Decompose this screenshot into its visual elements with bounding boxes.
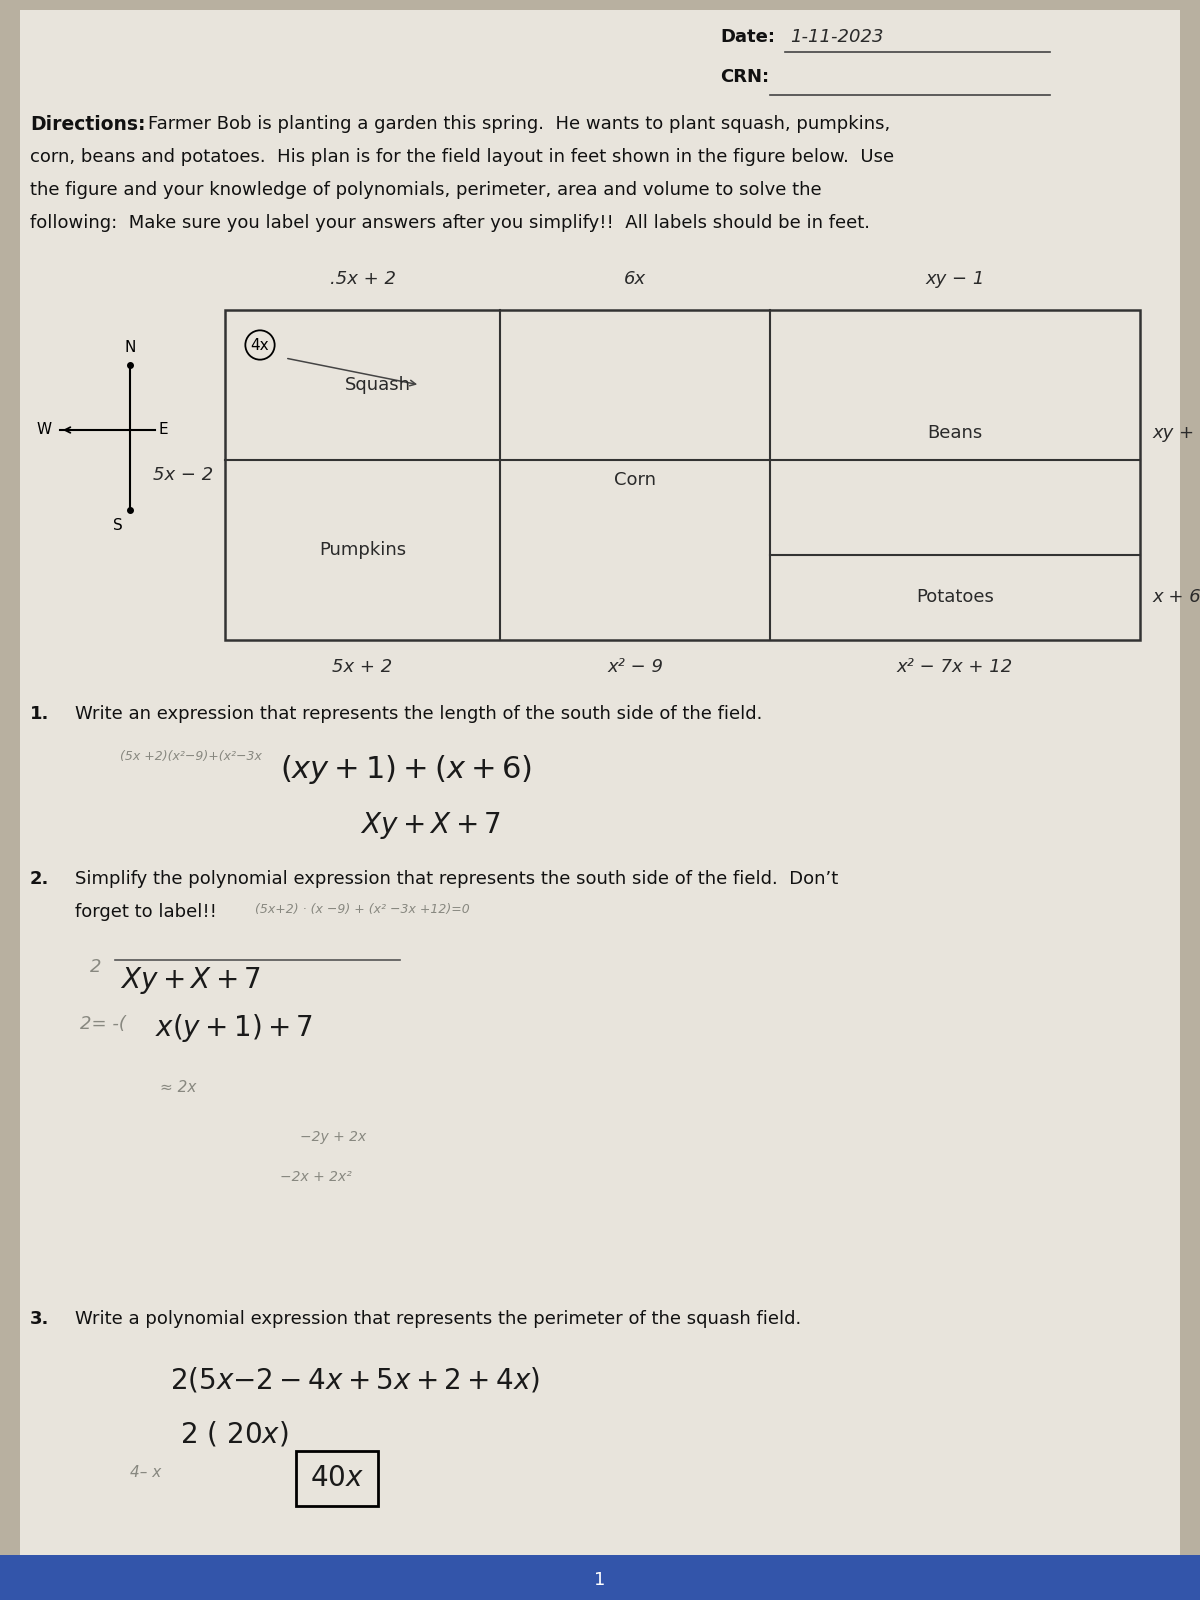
Text: (5x +2)(x²−9)+(x²−3x: (5x +2)(x²−9)+(x²−3x (120, 750, 262, 763)
Text: 2.: 2. (30, 870, 49, 888)
Text: Squash: Squash (344, 376, 410, 394)
Text: the figure and your knowledge of polynomials, perimeter, area and volume to solv: the figure and your knowledge of polynom… (30, 181, 822, 198)
Text: (5x+2) · (x −9) + (x² −3x +12)=0: (5x+2) · (x −9) + (x² −3x +12)=0 (256, 902, 469, 915)
Text: 1.: 1. (30, 706, 49, 723)
Text: N: N (125, 341, 136, 355)
Text: Directions:: Directions: (30, 115, 145, 134)
Text: Pumpkins: Pumpkins (319, 541, 406, 558)
Text: Farmer Bob is planting a garden this spring.  He wants to plant squash, pumpkins: Farmer Bob is planting a garden this spr… (148, 115, 890, 133)
Text: $x (y +1) +7$: $x (y +1) +7$ (155, 1013, 313, 1043)
Text: Potatoes: Potatoes (916, 589, 994, 606)
Text: CRN:: CRN: (720, 67, 769, 86)
Text: 3.: 3. (30, 1310, 49, 1328)
Text: 4x: 4x (251, 338, 269, 352)
Text: −2x + 2x²: −2x + 2x² (280, 1170, 352, 1184)
Text: $40x$: $40x$ (310, 1466, 364, 1491)
Text: W: W (37, 422, 52, 437)
Text: xy + 1: xy + 1 (1152, 424, 1200, 442)
Text: forget to label!!: forget to label!! (74, 902, 217, 922)
Text: following:  Make sure you label your answers after you simplify!!  All labels sh: following: Make sure you label your answ… (30, 214, 870, 232)
Text: Beans: Beans (928, 424, 983, 442)
Text: corn, beans and potatoes.  His plan is for the field layout in feet shown in the: corn, beans and potatoes. His plan is fo… (30, 149, 894, 166)
Text: 2= -(: 2= -( (80, 1014, 126, 1034)
Text: Date:: Date: (720, 27, 775, 46)
Text: Write an expression that represents the length of the south side of the field.: Write an expression that represents the … (74, 706, 762, 723)
Text: $Xy +X +7$: $Xy +X +7$ (360, 810, 502, 842)
Text: $(xy +1) +(x +6)$: $(xy +1) +(x +6)$ (280, 754, 533, 786)
Text: xy − 1: xy − 1 (925, 270, 985, 288)
Bar (226, 310, 1140, 640)
Text: E: E (158, 422, 168, 437)
Text: Simplify the polynomial expression that represents the south side of the field. : Simplify the polynomial expression that … (74, 870, 839, 888)
Text: $2\ (\ 20x)$: $2\ (\ 20x)$ (180, 1421, 289, 1450)
Text: 4– x: 4– x (130, 1466, 161, 1480)
Bar (0, 1555, 1200, 1600)
Text: S: S (113, 518, 122, 533)
Text: ≈ 2x: ≈ 2x (160, 1080, 197, 1094)
Text: 2: 2 (90, 958, 102, 976)
Text: 1: 1 (594, 1571, 606, 1589)
Text: x + 6: x + 6 (1152, 589, 1200, 606)
Text: $2\left(5x{-}2 - 4x + 5x +2 + 4x\right)$: $2\left(5x{-}2 - 4x + 5x +2 + 4x\right)$ (170, 1365, 540, 1394)
Text: 6x: 6x (624, 270, 646, 288)
Text: .5x + 2: .5x + 2 (330, 270, 396, 288)
Text: Corn: Corn (614, 470, 656, 490)
Text: 5x + 2: 5x + 2 (332, 658, 392, 675)
Text: Write a polynomial expression that represents the perimeter of the squash field.: Write a polynomial expression that repre… (74, 1310, 802, 1328)
Text: x² − 9: x² − 9 (607, 658, 662, 675)
Text: 1-11-2023: 1-11-2023 (790, 27, 883, 46)
Text: $Xy +X +7$: $Xy +X +7$ (120, 965, 262, 995)
Text: 5x − 2: 5x − 2 (152, 466, 214, 483)
Text: x² − 7x + 12: x² − 7x + 12 (896, 658, 1013, 675)
Text: −2y + 2x: −2y + 2x (300, 1130, 366, 1144)
